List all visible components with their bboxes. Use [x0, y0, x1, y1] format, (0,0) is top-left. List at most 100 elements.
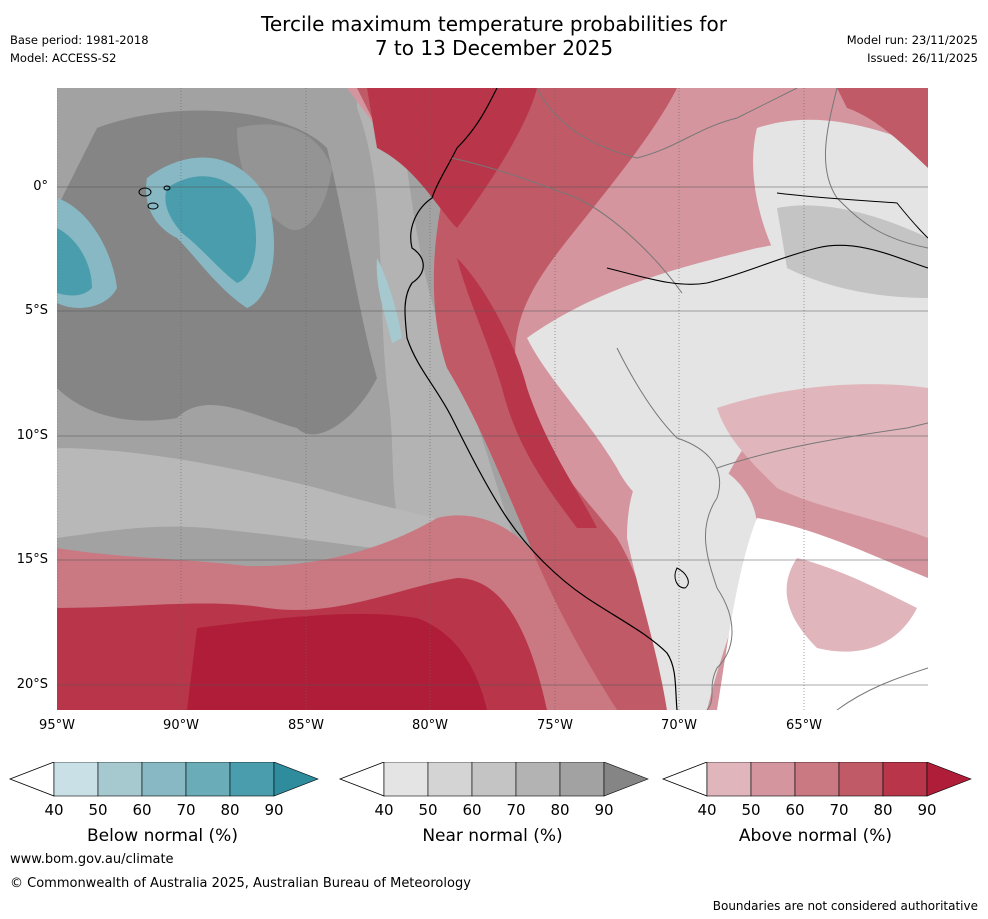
title-line-2: 7 to 13 December 2025 [374, 36, 614, 60]
meta-right: Model run: 23/11/2025 Issued: 26/11/2025 [847, 31, 978, 67]
borders [451, 88, 928, 710]
south-east-above-normal [786, 558, 917, 652]
colorbar-above-tick: 50 [741, 801, 761, 819]
colorbar-above-tick: 80 [873, 801, 893, 819]
east-land-above-normal-40 [717, 384, 928, 538]
coastal-strip-peak [457, 258, 597, 528]
lat-label-15s: 15°S [16, 552, 48, 567]
lon-label-70w: 70°W [661, 718, 697, 733]
colorbar-above-swatch-4 [882, 762, 928, 797]
meta-left: Base period: 1981-2018 Model: ACCESS-S2 [10, 31, 149, 67]
below-normal-area-3 [376, 258, 402, 343]
lon-label-90w: 90°W [163, 718, 199, 733]
copyright-text: © Commonwealth of Australia 2025, Austra… [10, 876, 471, 891]
lake-titicaca [674, 567, 689, 589]
base-period: Base period: 1981-2018 [10, 33, 149, 47]
island-3 [163, 185, 171, 191]
border-bolivia-brazil [716, 422, 928, 469]
colorbar-title-below: Below normal (%) [87, 826, 238, 846]
title-line-1: Tercile maximum temperature probabilitie… [261, 12, 727, 36]
island-2 [147, 202, 159, 210]
colorbar-above-swatch-3 [838, 762, 884, 797]
north-land-near-normal-60 [777, 205, 928, 298]
border-colombia [536, 88, 798, 159]
colorbars-svg [8, 762, 972, 797]
lat-label-10s: 10°S [16, 428, 48, 443]
amazon-river [606, 244, 928, 285]
coastline [404, 88, 678, 710]
rio-negro [776, 192, 928, 239]
colorbar-title-above: Above normal (%) [738, 826, 893, 846]
colorbar-near-tick: 40 [374, 801, 394, 819]
colorbar-above-swatch-1 [750, 762, 796, 797]
colorbar-near-tick: 60 [462, 801, 482, 819]
website-link[interactable]: www.bom.gov.au/climate [10, 852, 174, 867]
below-normal-area-1-core [165, 176, 257, 283]
probability-map [57, 88, 928, 710]
colorbar-below-swatch-0 [53, 762, 99, 797]
colorbar-above-tick: 40 [697, 801, 717, 819]
colorbar-below-swatch-2 [141, 762, 187, 797]
issued-date: Issued: 26/11/2025 [867, 51, 978, 65]
colorbar-below-tick: 40 [44, 801, 64, 819]
disclaimer-text: Boundaries are not considered authoritat… [712, 899, 978, 913]
colorbar-above-low-extension [661, 762, 708, 797]
colorbar-near-tick: 50 [418, 801, 438, 819]
lon-label-65w: 65°W [786, 718, 822, 733]
colorbar-near-swatch-1 [427, 762, 473, 797]
colorbar-below-tick: 50 [88, 801, 108, 819]
colorbar-below-swatch-3 [185, 762, 231, 797]
model-run: Model run: 23/11/2025 [846, 33, 978, 47]
colorbar-below-tick: 60 [132, 801, 152, 819]
colorbar-near-tick: 90 [594, 801, 614, 819]
border-ecuador-peru [451, 157, 683, 294]
colorbar-above-tick: 70 [829, 801, 849, 819]
colorbar-near-swatch-4 [559, 762, 605, 797]
island-1 [138, 187, 152, 197]
lat-label-5s: 5°S [24, 303, 48, 318]
colorbar-near-swatch-3 [515, 762, 561, 797]
colorbar-above-tick: 60 [785, 801, 805, 819]
border-paraguay [836, 667, 928, 710]
land-near-normal [527, 208, 928, 516]
lon-label-80w: 80°W [412, 718, 448, 733]
coastal-near-normal [357, 88, 517, 548]
colorbar-above-swatch-5 [926, 762, 972, 797]
south-near-normal-band [57, 448, 497, 558]
map-svg [57, 88, 928, 710]
colorbar-near-low-extension [338, 762, 385, 797]
colorbar-below-swatch-4 [229, 762, 275, 797]
lon-label-95w: 95°W [39, 718, 75, 733]
model-name: Model: ACCESS-S2 [10, 51, 117, 65]
colorbar-below-tick: 90 [264, 801, 284, 819]
colorbar-below-tick: 70 [176, 801, 196, 819]
lon-label-75w: 75°W [537, 718, 573, 733]
colorbar-above-swatch-2 [794, 762, 840, 797]
parallels [57, 186, 928, 686]
lat-label-0: 0° [33, 179, 48, 194]
colorbar-title-near: Near normal (%) [422, 826, 563, 846]
colorbar-near-normal [338, 762, 649, 797]
colorbar-above-tick: 90 [917, 801, 937, 819]
colorbar-near-swatch-2 [471, 762, 517, 797]
lon-label-85w: 85°W [288, 718, 324, 733]
colorbar-below-low-extension [8, 762, 55, 797]
galapagos-islands [138, 185, 171, 210]
border-bolivia-chile [706, 587, 733, 710]
colorbar-near-swatch-0 [383, 762, 429, 797]
border-peru-brazil [616, 347, 721, 589]
colorbar-below-tick: 80 [220, 801, 240, 819]
colorbar-near-swatch-5 [603, 762, 649, 797]
chart-title: Tercile maximum temperature probabilitie… [0, 12, 988, 60]
colorbar-near-tick: 80 [550, 801, 570, 819]
lat-label-20s: 20°S [16, 677, 48, 692]
below-normal-area-2-core [57, 228, 92, 296]
colorbar-above-normal [661, 762, 972, 797]
colorbar-below-swatch-1 [97, 762, 143, 797]
north-east-above-normal [837, 88, 928, 168]
colorbar-near-tick: 70 [506, 801, 526, 819]
colorbar-below-swatch-5 [273, 762, 319, 797]
south-above-normal-peak [187, 613, 487, 710]
border-brazil-north [825, 88, 928, 249]
colorbar-below-normal [8, 762, 319, 797]
